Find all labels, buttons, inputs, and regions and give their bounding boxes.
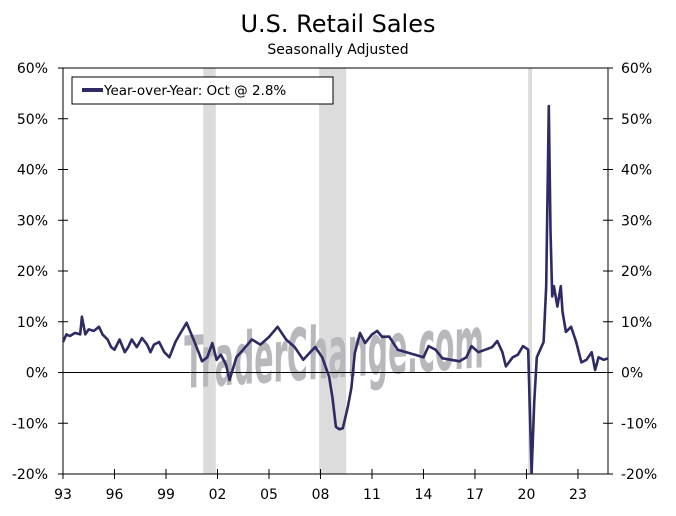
recession-band <box>528 68 533 474</box>
y-tick-label-right: 30% <box>621 213 652 229</box>
x-tick-label: 99 <box>157 487 175 503</box>
recession-bands <box>203 68 533 474</box>
y-tick-label-left: 10% <box>17 315 48 331</box>
legend-label: Year-over-Year: Oct @ 2.8% <box>103 83 286 99</box>
x-tick-label: 05 <box>260 487 278 503</box>
y-tick-label-left: 40% <box>17 163 48 179</box>
x-tick-label: 96 <box>106 487 124 503</box>
y-tick-label-right: 60% <box>621 61 652 77</box>
y-tick-label-right: -10% <box>621 416 657 432</box>
x-tick-label: 23 <box>569 487 587 503</box>
x-tick-label: 20 <box>518 487 536 503</box>
legend: Year-over-Year: Oct @ 2.8% <box>71 76 334 105</box>
y-tick-label-left: -10% <box>12 416 48 432</box>
series-line-year-over-year <box>61 104 609 475</box>
chart-subtitle: Seasonally Adjusted <box>267 42 408 58</box>
y-tick-label-right: 40% <box>621 163 652 179</box>
y-tick-label-right: 20% <box>621 264 652 280</box>
x-tick-label: 08 <box>312 487 330 503</box>
x-tick-label: 93 <box>54 487 72 503</box>
x-tick-label: 11 <box>363 487 381 503</box>
watermark: TraderChange.com <box>181 300 486 405</box>
y-tick-label-right: 50% <box>621 112 652 128</box>
recession-band <box>319 68 347 474</box>
y-tick-label-right: -20% <box>621 467 657 483</box>
x-tick-label: 14 <box>415 487 433 503</box>
y-axis: -20% -20% -10% -10% 0% 0% 10% 10% 20% 20% 30% 30% 40… <box>12 61 657 483</box>
y-tick-label-left: 0% <box>26 366 48 382</box>
x-axis: 93 96 99 02 05 08 11 14 17 20 23 <box>54 469 587 503</box>
y-tick-label-right: 0% <box>621 366 643 382</box>
x-tick-label: 17 <box>466 487 484 503</box>
x-tick-label: 02 <box>209 487 227 503</box>
y-tick-label-left: 50% <box>17 112 48 128</box>
y-tick-label-left: 30% <box>17 213 48 229</box>
recession-band <box>203 68 216 474</box>
y-tick-label-left: -20% <box>12 467 48 483</box>
y-tick-label-left: 20% <box>17 264 48 280</box>
legend-box <box>71 76 334 105</box>
chart-title: U.S. Retail Sales <box>240 10 435 38</box>
y-tick-label-left: 60% <box>17 61 48 77</box>
y-tick-label-right: 10% <box>621 315 652 331</box>
